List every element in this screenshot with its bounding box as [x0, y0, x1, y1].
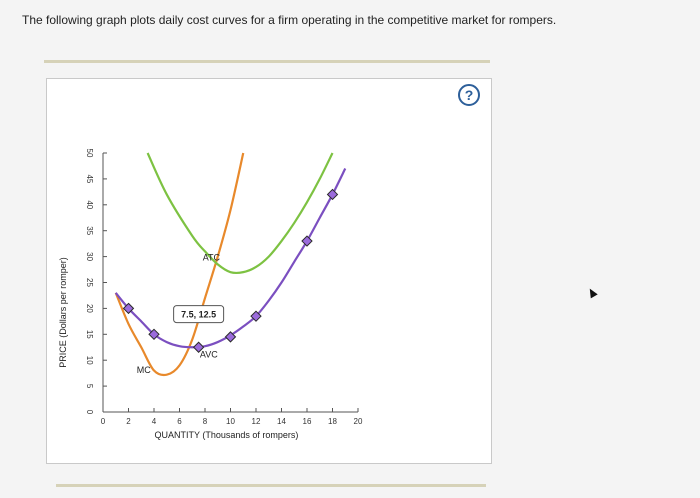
y-tick-label: 40 — [85, 200, 94, 209]
curve-mc — [114, 152, 245, 377]
curve-label-avc: AVC — [200, 350, 218, 360]
x-tick-label: 14 — [277, 417, 286, 426]
y-axis-title: PRICE (Dollars per romper) — [58, 257, 68, 368]
x-tick-label: 6 — [177, 417, 182, 426]
y-tick-label: 30 — [85, 252, 94, 261]
point-tooltip-box — [173, 305, 225, 324]
x-tick-label: 8 — [203, 417, 208, 426]
y-tick-label: 15 — [85, 330, 94, 339]
y-tick-label: 10 — [85, 356, 94, 365]
graph-panel — [46, 78, 492, 464]
y-tick-label: 45 — [85, 174, 94, 183]
curve-label-atc: ATC — [203, 253, 221, 263]
avc-point-marker[interactable] — [326, 188, 339, 201]
avc-point-marker[interactable] — [301, 235, 313, 247]
avc-point-marker[interactable] — [122, 302, 135, 315]
bottom-divider — [56, 484, 486, 487]
y-tick-label: 20 — [85, 304, 94, 313]
help-icon[interactable]: ? — [458, 84, 480, 106]
y-tick-label: 0 — [85, 410, 94, 415]
avc-point-marker[interactable] — [192, 341, 205, 353]
curve-label-mc: MC — [137, 365, 151, 375]
avc-point-marker[interactable] — [250, 310, 262, 322]
curve-atc — [146, 152, 334, 275]
y-tick-label: 35 — [85, 226, 94, 235]
point-tooltip-text: 7.5, 12.5 — [181, 310, 216, 320]
x-tick-label: 20 — [354, 417, 363, 426]
x-tick-label: 4 — [152, 417, 157, 426]
avc-point-marker[interactable] — [148, 328, 160, 341]
x-tick-label: 10 — [226, 417, 235, 426]
x-axis-title: QUANTITY (Thousands of rompers) — [155, 430, 299, 440]
question-prompt: The following graph plots daily cost cur… — [22, 13, 557, 27]
x-tick-label: 2 — [126, 417, 131, 426]
avc-point-marker[interactable] — [224, 331, 237, 343]
y-tick-label: 5 — [85, 384, 94, 389]
x-tick-label: 12 — [252, 417, 261, 426]
x-tick-label: 18 — [328, 417, 337, 426]
y-tick-label: 50 — [85, 149, 94, 158]
x-tick-label: 16 — [303, 417, 312, 426]
y-tick-label: 25 — [85, 278, 94, 287]
top-divider — [44, 60, 490, 63]
x-tick-label: 0 — [101, 417, 106, 426]
